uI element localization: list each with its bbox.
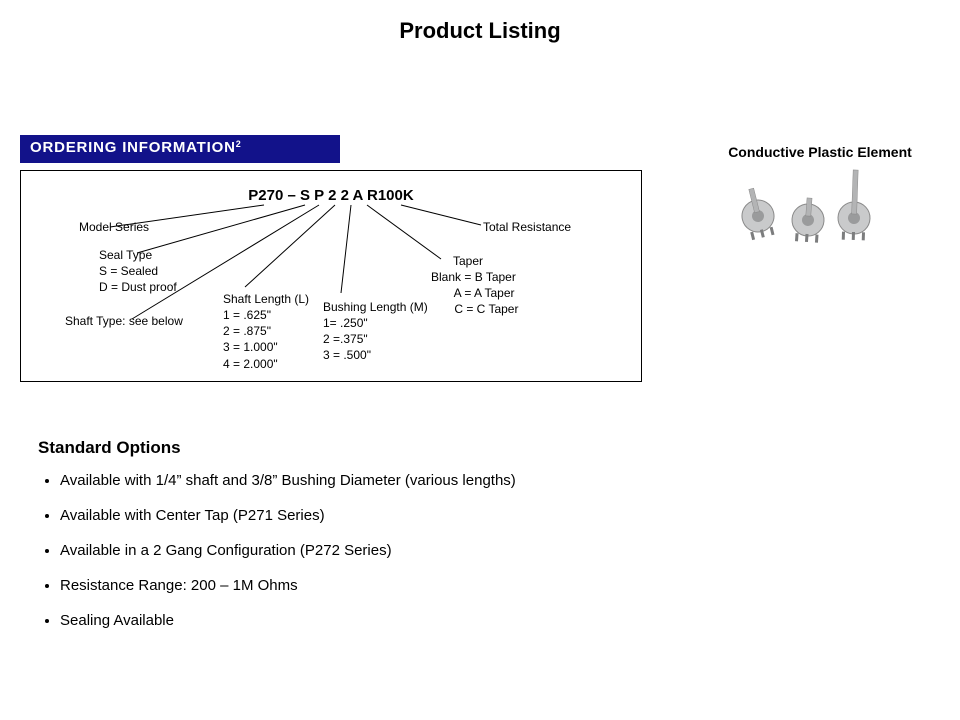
option-item: Resistance Range: 200 – 1M Ohms xyxy=(60,577,878,594)
legend-seal-type-lines: S = Sealed D = Dust proof xyxy=(99,263,177,295)
option-item: Available in a 2 Gang Configuration (P27… xyxy=(60,542,878,559)
product-photo xyxy=(720,164,900,259)
legend-taper-lines: Blank = B Taper A = A Taper C = C Taper xyxy=(431,269,518,318)
legend-total-resistance: Total Resistance xyxy=(483,219,571,235)
potentiometer-illustration xyxy=(720,164,900,254)
legend-seal-type-title: Seal Type xyxy=(99,247,152,263)
legend-shaft-type: Shaft Type: see below xyxy=(65,313,183,329)
option-item: Available with 1/4” shaft and 3/8” Bushi… xyxy=(60,472,878,489)
legend-bushing-title: Bushing Length (M) xyxy=(323,299,428,315)
legend-model-series: Model Series xyxy=(79,219,149,235)
option-item: Available with Center Tap (P271 Series) xyxy=(60,507,878,524)
legend-taper-title: Taper xyxy=(453,253,483,269)
ordering-information-banner: ORDERING INFORMATION2 xyxy=(20,135,340,163)
page-title: Product Listing xyxy=(0,18,960,44)
standard-options-list: Available with 1/4” shaft and 3/8” Bushi… xyxy=(38,472,878,629)
legend-shaft-len-title: Shaft Length (L) xyxy=(223,291,309,307)
option-item: Sealing Available xyxy=(60,612,878,629)
legend-bushing-lines: 1= .250" 2 =.375" 3 = .500" xyxy=(323,315,371,364)
standard-options-block: Standard Options Available with 1/4” sha… xyxy=(38,438,878,647)
legend-shaft-len-lines: 1 = .625" 2 = .875" 3 = 1.000" 4 = 2.000… xyxy=(223,307,278,372)
ordering-banner-super: 2 xyxy=(236,139,242,149)
ordering-banner-text: ORDERING INFORMATION xyxy=(30,139,236,156)
page-root: Product Listing ORDERING INFORMATION2 P2… xyxy=(0,0,960,720)
product-photo-caption: Conductive Plastic Element xyxy=(700,144,940,160)
ordering-diagram-box: P270 – S P 2 2 A R100K Model Series Seal… xyxy=(20,170,642,382)
standard-options-heading: Standard Options xyxy=(38,438,878,458)
